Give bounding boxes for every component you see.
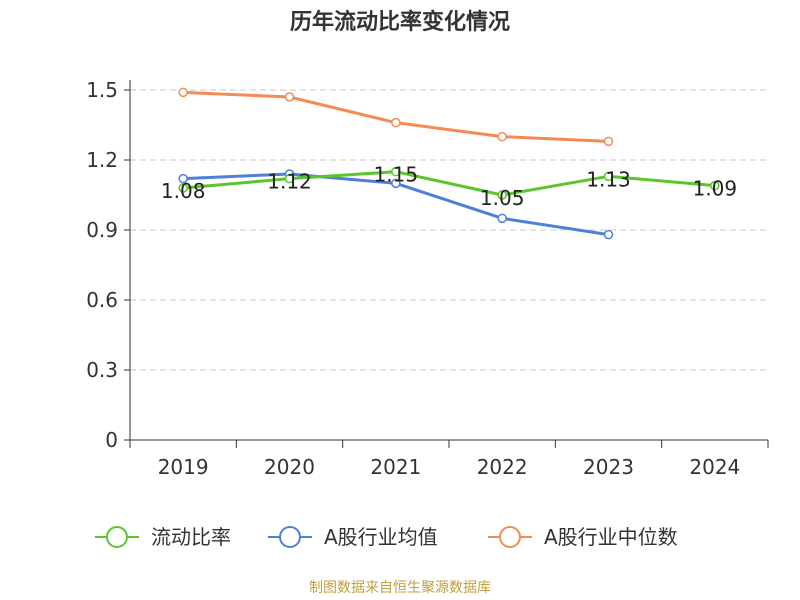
data-point xyxy=(178,183,188,193)
legend: 流动比率 A股行业均值 A股行业中位数 xyxy=(95,525,678,549)
data-point xyxy=(284,92,295,102)
data-point xyxy=(391,117,401,128)
data-point xyxy=(497,213,507,224)
data-point xyxy=(603,136,614,147)
legend-marker xyxy=(106,526,128,548)
y-tick-label: 0.9 xyxy=(86,218,118,242)
data-point xyxy=(497,190,507,200)
gridlines xyxy=(130,89,768,371)
y-tick-label: 1.5 xyxy=(86,78,118,102)
series-line xyxy=(183,170,715,197)
data-point xyxy=(391,178,401,189)
data-point xyxy=(497,131,507,142)
data-labels: 1.08 1.12 1.15 1.05 1.13 1.09 xyxy=(161,163,737,210)
data-label: 1.05 xyxy=(480,186,525,210)
x-tick-label: 2024 xyxy=(689,455,740,479)
data-label: 1.09 xyxy=(693,177,738,201)
x-tick-label: 2021 xyxy=(370,455,421,479)
data-label: 1.08 xyxy=(161,179,206,203)
source-footer: 制图数据来自恒生聚源数据库 xyxy=(309,580,491,596)
data-point xyxy=(710,180,720,191)
chart-title: 历年流动比率变化情况 xyxy=(289,10,510,35)
legend-marker xyxy=(499,526,521,548)
y-tick-label: 1.2 xyxy=(86,148,118,172)
legend-label: A股行业均值 xyxy=(324,525,438,549)
data-point xyxy=(178,173,188,184)
data-point xyxy=(391,166,401,177)
series-line xyxy=(183,90,609,143)
data-point xyxy=(178,87,188,98)
data-point xyxy=(603,229,614,240)
y-tick-label: 0.6 xyxy=(86,288,118,312)
y-tick-label: 0.3 xyxy=(86,358,118,382)
legend-label: A股行业中位数 xyxy=(544,525,678,549)
legend-label: 流动比率 xyxy=(151,525,231,549)
data-label: 1.12 xyxy=(267,170,312,194)
data-point xyxy=(603,171,614,182)
y-tick-label: 0 xyxy=(105,428,118,452)
data-label: 1.15 xyxy=(374,163,419,187)
legend-marker xyxy=(279,526,301,548)
x-tick-label: 2020 xyxy=(264,455,315,479)
x-tick-label: 2019 xyxy=(158,455,209,479)
data-point xyxy=(284,173,295,184)
axes: 0 0.3 0.6 0.9 1.2 1.5 2019 2020 2021 2022 2023 2024 xyxy=(86,78,769,479)
x-tick-label: 2023 xyxy=(583,455,634,479)
x-tick-label: 2022 xyxy=(477,455,528,479)
data-label: 1.13 xyxy=(586,167,631,191)
series-lines xyxy=(178,87,720,240)
